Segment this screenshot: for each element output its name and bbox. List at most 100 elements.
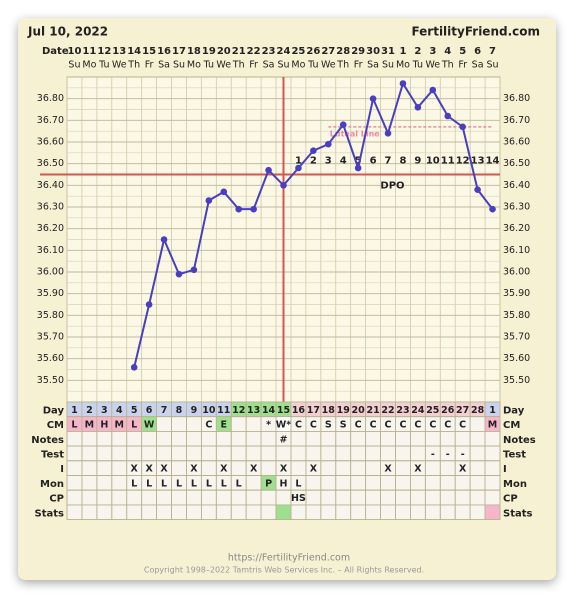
cell-text: 21 — [366, 405, 379, 416]
weekday-label: Mo — [187, 60, 201, 71]
temperature-point — [190, 266, 198, 274]
cell-text: 14 — [262, 405, 276, 416]
temperature-point — [459, 123, 466, 131]
x-tick-label: 31 — [381, 46, 395, 57]
y-tick-label: 36.10 — [37, 245, 64, 256]
cell-text: 1 — [71, 405, 78, 416]
footer-url: https://FertilityFriend.com — [228, 553, 350, 564]
cell-text: L — [146, 478, 152, 489]
y-tick-label-right: 35.80 — [503, 310, 530, 321]
table-cell — [484, 504, 501, 520]
dpo-label: 1 — [295, 155, 302, 166]
cell-text: L — [206, 478, 212, 489]
cell-text: C — [310, 420, 317, 431]
weekday-label: Tu — [307, 60, 318, 71]
cell-text: L — [295, 478, 301, 489]
x-tick-label: 18 — [187, 46, 201, 57]
temperature-point — [489, 205, 496, 213]
cell-text: 15 — [277, 405, 290, 416]
dpo-label: 13 — [471, 155, 485, 166]
row-label: Notes — [31, 435, 64, 446]
cell-text: 6 — [146, 405, 153, 416]
cell-text: 25 — [426, 405, 439, 416]
chart-date: Jul 10, 2022 — [27, 25, 108, 39]
row-label-right: Stats — [503, 508, 533, 519]
temperature-point — [310, 147, 317, 154]
y-tick-label-right: 36.30 — [503, 202, 530, 213]
temperature-point — [399, 80, 407, 87]
weekday-label: We — [216, 60, 231, 71]
weekday-label: Su — [487, 60, 499, 71]
y-tick-label-right: 35.50 — [503, 375, 530, 386]
cell-text: W* — [276, 420, 291, 431]
x-tick-label: 28 — [336, 46, 350, 57]
weekday-label: Sa — [367, 60, 379, 71]
row-label: Stats — [35, 508, 65, 519]
x-tick-label: 29 — [351, 46, 365, 57]
weekday-label: Su — [68, 60, 80, 71]
row-label-right: Notes — [503, 435, 536, 446]
weekday-label: Su — [173, 60, 185, 71]
y-tick-label-right: 36.60 — [503, 137, 530, 148]
cell-text: X — [384, 464, 392, 475]
y-tick-label-right: 36.00 — [503, 267, 530, 278]
y-tick-label-right: 36.20 — [503, 223, 530, 234]
cell-text: C — [370, 420, 377, 431]
cell-text: 10 — [202, 405, 216, 416]
weekday-label: Th — [127, 60, 140, 71]
x-tick-label: 17 — [172, 46, 186, 57]
cell-text: S — [340, 420, 347, 431]
cell-text: M — [488, 420, 497, 431]
cell-text: 22 — [381, 405, 394, 416]
weekday-label: Th — [336, 60, 349, 71]
x-tick-label: 14 — [127, 46, 141, 57]
cell-text: M — [115, 420, 124, 431]
cell-text: X — [145, 464, 153, 475]
cell-text: X — [310, 464, 318, 475]
weekday-label: Sa — [263, 60, 275, 71]
cell-text: C — [459, 420, 466, 431]
cell-text: 26 — [441, 405, 455, 416]
cell-text: 7 — [161, 405, 168, 416]
weekday-label: Fr — [249, 60, 258, 71]
cell-text: L — [236, 478, 242, 489]
x-tick-label: 16 — [157, 46, 171, 57]
x-tick-label: 20 — [217, 46, 231, 57]
temperature-point — [354, 164, 362, 172]
weekday-label: Mo — [291, 60, 305, 71]
temperature-point — [414, 104, 422, 111]
cell-text: X — [131, 464, 139, 475]
y-tick-label: 36.70 — [37, 115, 64, 126]
temperature-point — [429, 86, 437, 94]
cell-text: 3 — [101, 405, 108, 416]
cell-text: - — [431, 449, 435, 460]
x-tick-label: 26 — [306, 46, 320, 57]
temperature-point — [369, 95, 377, 102]
x-tick-label: 15 — [142, 46, 156, 57]
temperature-point — [324, 140, 332, 148]
site-name: FertilityFriend.com — [411, 25, 540, 39]
cell-text: X — [250, 464, 258, 475]
weekday-label: Fr — [354, 60, 363, 71]
table-row — [66, 489, 501, 506]
footer-copyright: Copyright 1998–2022 Tamtris Web Services… — [144, 566, 424, 575]
y-tick-label-right: 36.10 — [503, 245, 530, 256]
luteal-line-label: Luteal Line — [330, 129, 381, 138]
cell-text: 18 — [322, 405, 336, 416]
row-label-right: CP — [503, 494, 518, 505]
x-tick-label: 13 — [112, 46, 126, 57]
cell-text: 4 — [116, 405, 123, 416]
x-label: Date — [42, 46, 69, 57]
cell-text: - — [461, 449, 465, 460]
y-tick-label: 36.30 — [37, 202, 64, 213]
row-label: Day — [43, 405, 65, 416]
cell-text: C — [414, 420, 421, 431]
cell-text: L — [161, 478, 167, 489]
cell-text: 19 — [337, 405, 350, 416]
cell-text: C — [295, 420, 302, 431]
weekday-label: We — [425, 60, 440, 71]
cell-text: C — [399, 420, 406, 431]
y-tick-label: 35.50 — [37, 375, 64, 386]
x-tick-label: 6 — [474, 46, 481, 57]
weekday-label: We — [112, 60, 127, 71]
